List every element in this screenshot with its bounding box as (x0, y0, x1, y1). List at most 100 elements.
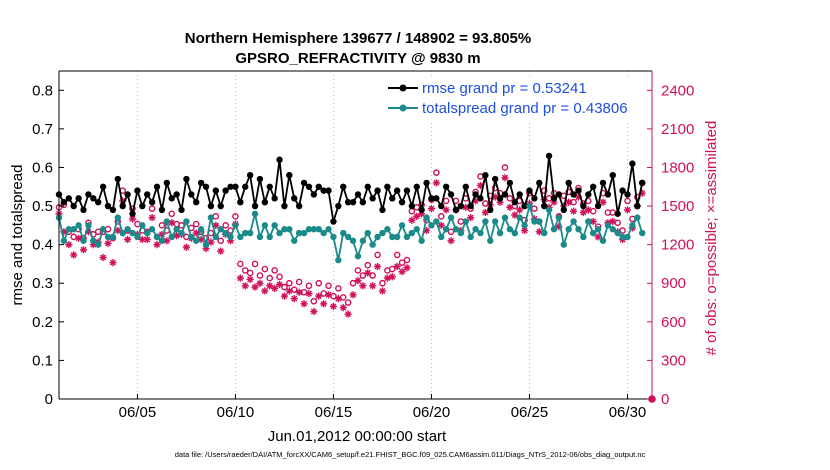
assimilated-obs-point (344, 310, 352, 318)
rmse-point (70, 202, 77, 210)
totalspread-point (271, 222, 278, 229)
rmse-point (570, 191, 577, 198)
totalspread-point (99, 226, 107, 233)
x-tick-label: 06/30 (609, 404, 647, 421)
rmse-point (281, 202, 288, 210)
totalspread-point (634, 214, 641, 221)
rmse-point (526, 187, 533, 194)
y2-tick-label: 1800 (661, 159, 694, 176)
assimilated-obs-point (266, 282, 274, 290)
totalspread-point (75, 222, 82, 229)
rmse-point (585, 191, 592, 198)
totalspread-point (60, 237, 68, 244)
totalspread-point (144, 229, 151, 237)
totalspread-point (104, 233, 112, 241)
rmse-point (457, 202, 465, 210)
totalspread-point (550, 226, 558, 233)
totalspread-point (506, 226, 514, 233)
chart-subtitle: GPSRO_REFRACTIVITY @ 9830 m (235, 50, 480, 67)
rmse-point (202, 183, 210, 190)
rmse-point (619, 187, 626, 194)
possible-obs-point (271, 267, 278, 274)
y2-tick-label: 0 (661, 391, 669, 408)
rmse-point (418, 206, 425, 214)
totalspread-point (487, 237, 494, 244)
rmse-point (496, 195, 504, 202)
assimilated-obs-point (584, 206, 592, 214)
rmse-point (609, 171, 616, 179)
possible-obs-point (315, 279, 323, 287)
possible-obs-point (344, 299, 352, 306)
totalspread-point (168, 233, 175, 241)
possible-obs-point (232, 213, 239, 220)
totalspread-point (604, 222, 612, 229)
totalspread-point (242, 229, 249, 237)
rmse-point (575, 187, 582, 194)
rmse-point (594, 202, 602, 210)
possible-obs-point (433, 169, 440, 176)
assimilated-obs-point (138, 235, 146, 244)
assimilated-obs-point (609, 217, 617, 226)
possible-obs-point (437, 213, 445, 220)
rmse-point (237, 199, 244, 206)
totalspread-point (531, 218, 538, 225)
totalspread-point (379, 229, 386, 237)
totalspread-point (393, 233, 401, 241)
assimilated-obs-point (398, 268, 406, 276)
assimilated-obs-point (246, 275, 254, 283)
y-tick-label: 0 (45, 391, 53, 408)
assimilated-obs-point (261, 287, 269, 295)
assimilated-obs-point (354, 277, 362, 285)
assimilated-obs-point (447, 237, 455, 245)
y2-tick-label: 2400 (661, 82, 694, 99)
rmse-point (398, 199, 406, 206)
assimilated-obs-point (432, 179, 440, 187)
y-tick-label: 0.7 (32, 121, 53, 138)
rmse-point (109, 206, 117, 214)
assimilated-obs-point (506, 203, 514, 211)
rmse-point (139, 202, 146, 210)
rmse-point (320, 187, 327, 194)
assimilated-obs-point (315, 292, 323, 300)
rmse-point (193, 199, 200, 206)
assimilated-obs-point (329, 302, 338, 310)
data-file-footer: data file: /Users/raeder/DAI/ATM_forcXX/… (175, 450, 646, 459)
totalspread-point (408, 229, 416, 237)
possible-obs-point (393, 251, 401, 259)
totalspread-point (246, 229, 254, 237)
possible-obs-point (447, 228, 455, 236)
rmse-point (99, 183, 107, 190)
totalspread-point (349, 237, 357, 244)
totalspread-point (310, 226, 318, 233)
assimilated-obs-point (75, 234, 83, 242)
rmse-point (604, 191, 612, 198)
rmse-point (540, 202, 548, 210)
y2-tick-label: 600 (661, 314, 686, 331)
rmse-point (119, 202, 126, 210)
rmse-point (359, 199, 367, 206)
assimilated-obs-point (334, 295, 342, 303)
rmse-point (158, 206, 166, 214)
totalspread-point (305, 226, 313, 233)
y2-tick-label: 1200 (661, 237, 694, 254)
rmse-point (291, 195, 298, 202)
totalspread-point (173, 226, 180, 233)
y2-axis-label: # of obs: o=possible; ×=assimilated (703, 121, 720, 356)
assimilated-obs-point (241, 282, 249, 290)
assimilated-obs-point (99, 253, 107, 262)
rmse-point (491, 175, 499, 183)
totalspread-point (467, 233, 474, 241)
y-tick-label: 0.6 (32, 159, 53, 176)
rmse-point (104, 202, 112, 210)
possible-obs-point (364, 261, 372, 269)
rmse-point (477, 195, 484, 202)
rmse-point (408, 202, 416, 210)
totalspread-point (193, 237, 200, 244)
assimilated-obs-point (413, 212, 421, 220)
possible-obs-point (339, 294, 347, 301)
assimilated-obs-point (70, 251, 78, 259)
chart-title: Northern Hemisphere 139677 / 148902 = 93… (185, 30, 531, 47)
y2-tick-label: 1500 (661, 198, 694, 215)
rmse-point (487, 206, 494, 214)
possible-obs-point (354, 267, 362, 274)
